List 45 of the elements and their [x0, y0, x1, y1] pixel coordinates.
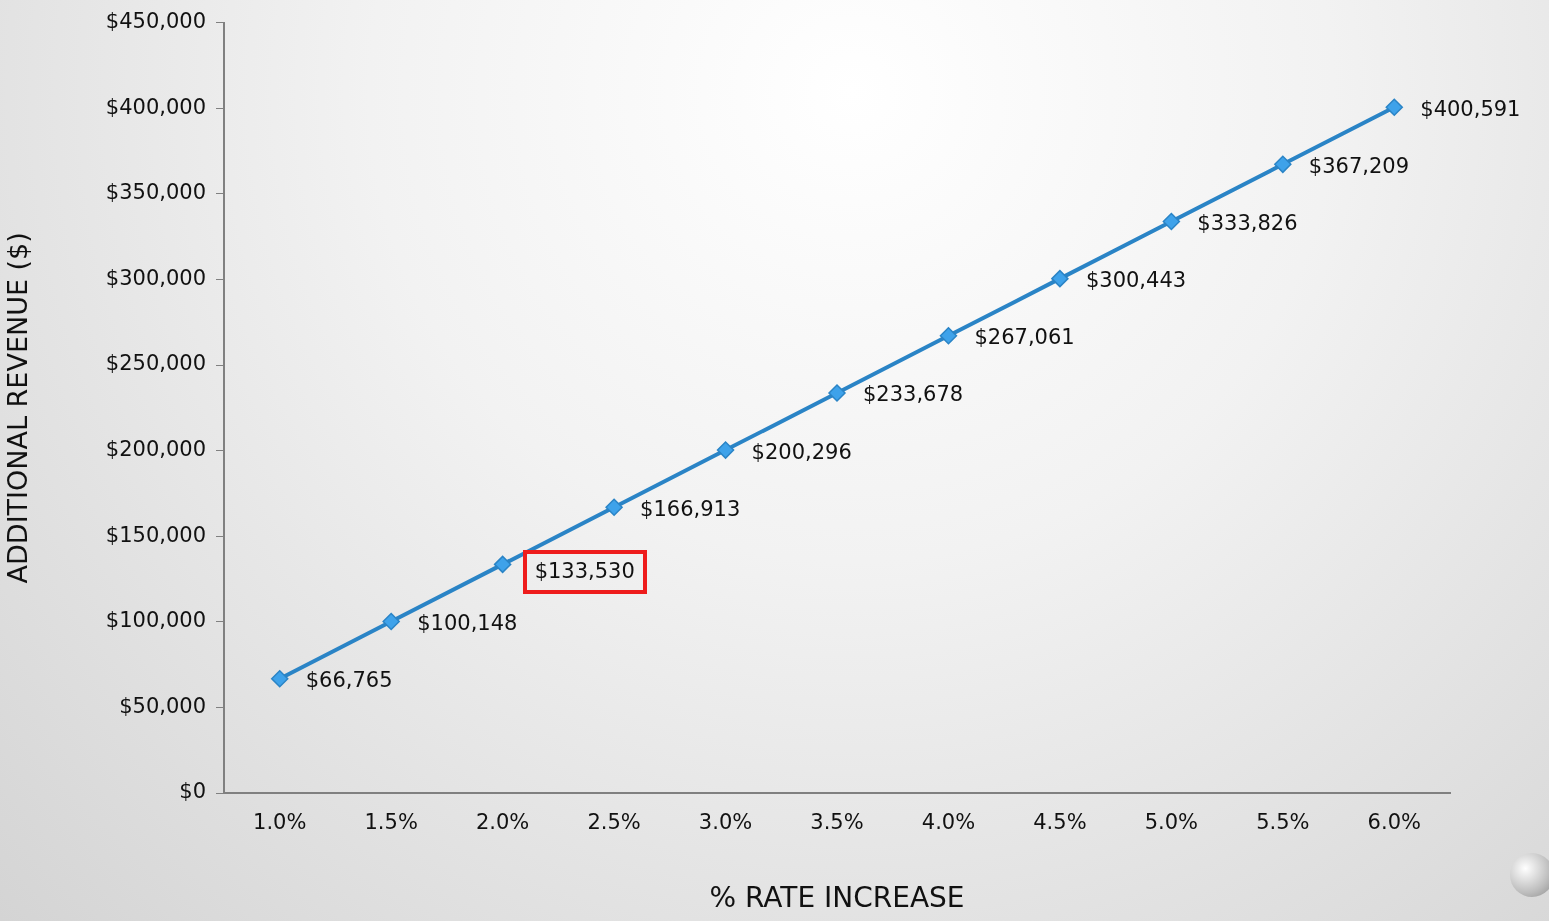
point — [1274, 155, 1292, 174]
x-tick-label: 2.5% — [587, 810, 641, 835]
y-axis-title: ADDITIONAL REVENUE ($) — [2, 232, 34, 584]
text: $166,913 — [640, 496, 741, 521]
point — [1051, 269, 1069, 288]
point — [1162, 212, 1181, 231]
y-tick-label: $300,000 — [105, 265, 206, 290]
point — [828, 384, 846, 402]
text: $200,296 — [751, 439, 852, 464]
y-tick-label: $50,000 — [119, 693, 206, 718]
text: $267,061 — [974, 325, 1075, 350]
x-tick-label: 6.0% — [1367, 810, 1421, 835]
x-tick-label: 3.5% — [810, 810, 864, 835]
text: $100,148 — [417, 611, 518, 635]
x-tick-label: 4.5% — [1033, 810, 1087, 835]
x-tick-label: 1.0% — [253, 810, 307, 835]
annotation: $133,530 — [534, 558, 635, 583]
y-tick-label: $100,000 — [105, 608, 206, 633]
point — [605, 498, 623, 516]
text: $233,678 — [863, 382, 964, 407]
x-tick-label: 2.0% — [475, 810, 530, 835]
point — [270, 669, 289, 688]
x-tick-label: 5.0% — [1144, 810, 1199, 835]
text: $400,591 — [1420, 96, 1521, 121]
y-tick-label: $0 — [179, 779, 206, 804]
x-axis-title: % RATE INCREASE — [709, 881, 965, 915]
y-tick-label: $200,000 — [105, 437, 206, 462]
text: $300,443 — [1085, 268, 1187, 293]
point — [1385, 98, 1404, 116]
text: $66,765 — [305, 668, 393, 693]
point — [716, 441, 735, 459]
y-tick-label: $400,000 — [105, 94, 206, 119]
y-tick-label: $450,000 — [105, 9, 206, 34]
text: $333,826 — [1197, 210, 1298, 235]
y-tick-label: $150,000 — [105, 522, 206, 547]
text: $367,209 — [1308, 153, 1410, 178]
y-tick-label: $350,000 — [105, 180, 206, 205]
point — [939, 327, 958, 345]
x-tick-label: 4.0% — [921, 810, 976, 835]
x-tick-label: 5.5% — [1256, 810, 1310, 835]
point — [493, 555, 512, 574]
x-tick-label: 3.0% — [698, 810, 753, 835]
x-tick-label: 1.5% — [364, 810, 418, 835]
y-tick-label: $250,000 — [105, 351, 206, 376]
point — [382, 612, 400, 631]
